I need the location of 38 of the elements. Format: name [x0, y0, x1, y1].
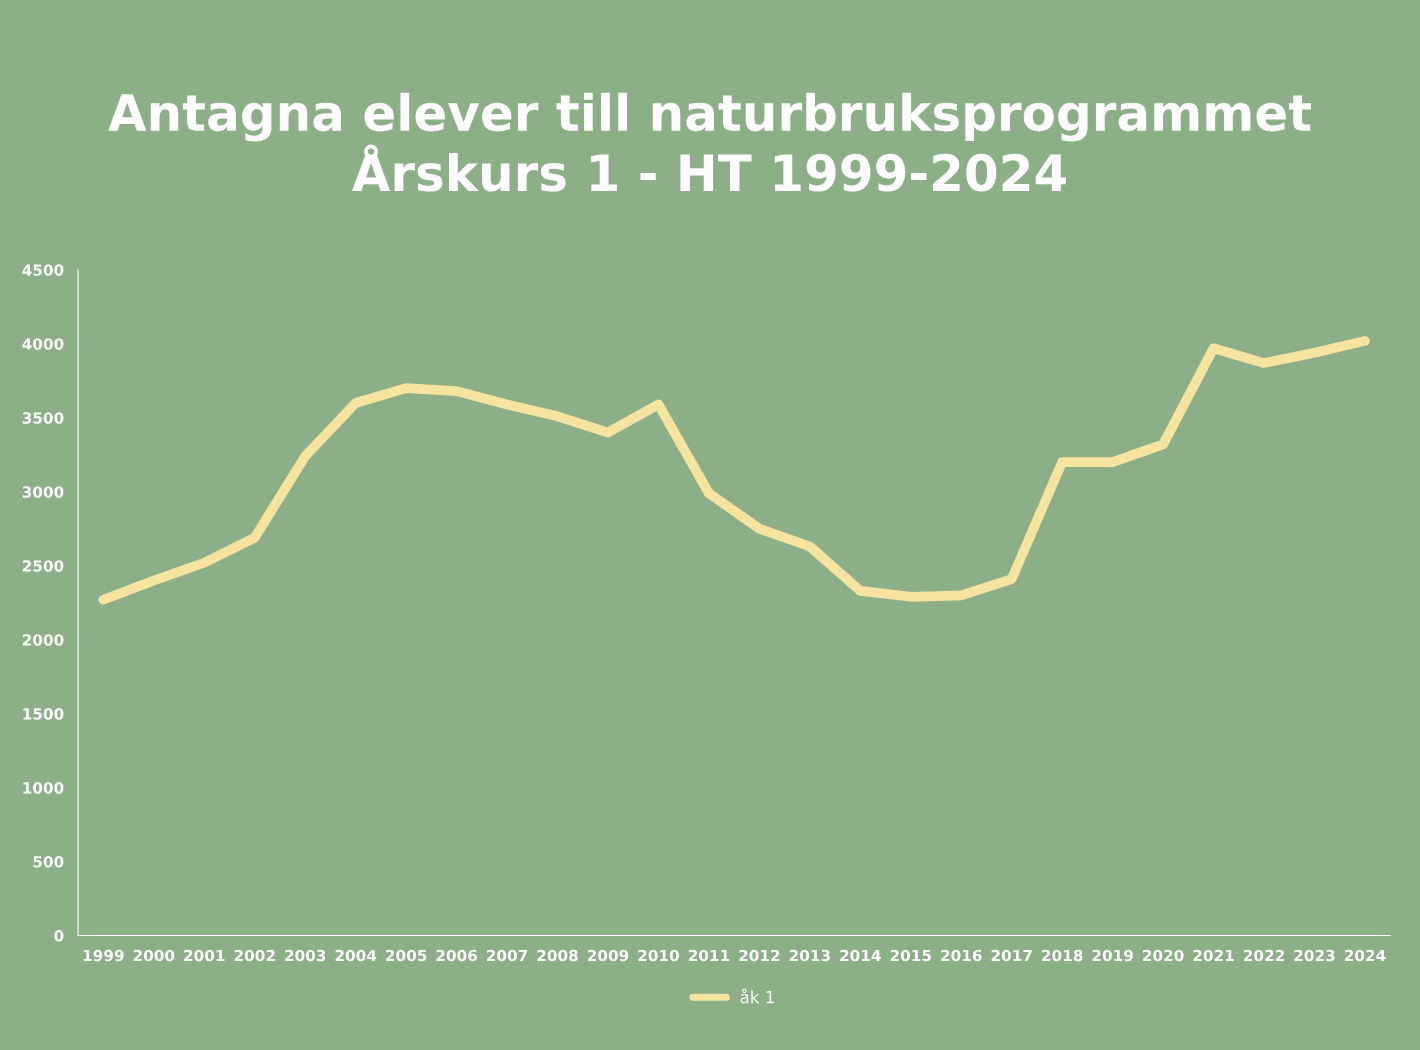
x-tick-label: 2009 [587, 949, 629, 962]
x-tick-label: 2000 [133, 949, 175, 962]
y-tick-label: 2000 [22, 634, 64, 646]
x-tick-label: 2017 [991, 949, 1032, 962]
x-tick-label: 2016 [941, 949, 982, 962]
y-tick-label: 1500 [23, 708, 64, 720]
x-tick-label: 2001 [184, 949, 225, 962]
y-tick-label: 0 [54, 930, 64, 942]
x-tick-label: 2012 [739, 949, 780, 962]
legend-label: åk 1 [740, 988, 774, 1004]
x-tick-label: 2013 [789, 949, 830, 962]
x-tick-label: 2007 [487, 949, 528, 962]
y-tick-label: 2500 [22, 560, 64, 572]
x-tick-label: 1999 [83, 949, 124, 962]
y-tick-label: 500 [33, 856, 64, 868]
x-tick-label: 2011 [688, 949, 730, 962]
x-tick-label: 2002 [234, 949, 275, 962]
x-tick-label: 2023 [1294, 949, 1335, 962]
x-tick-label: 2006 [436, 949, 478, 962]
x-tick-label: 2004 [335, 949, 377, 962]
x-tick-label: 2021 [1193, 949, 1234, 962]
x-tick-label: 2019 [1092, 949, 1133, 962]
x-tick-label: 2005 [386, 949, 427, 962]
x-tick-label: 2024 [1344, 949, 1386, 962]
y-tick-label: 1000 [23, 782, 64, 794]
x-tick-label: 2010 [638, 949, 679, 962]
y-tick-label: 3000 [22, 486, 64, 498]
x-tick-label: 2008 [537, 949, 578, 962]
x-tick-label: 2003 [285, 949, 326, 962]
x-tick-label: 2018 [1042, 949, 1083, 962]
y-tick-label: 3500 [22, 412, 64, 424]
x-tick-label: 2020 [1143, 949, 1184, 962]
chart-title: Antagna elever till naturbruksprogrammet Årskurs 1 - HT 1999-2024 [108, 92, 1311, 192]
x-tick-label: 2014 [840, 949, 881, 962]
x-tick-label: 2015 [890, 949, 931, 962]
y-tick-label: 4500 [22, 264, 64, 276]
y-tick-label: 4000 [22, 338, 64, 350]
x-tick-label: 2022 [1243, 949, 1284, 962]
